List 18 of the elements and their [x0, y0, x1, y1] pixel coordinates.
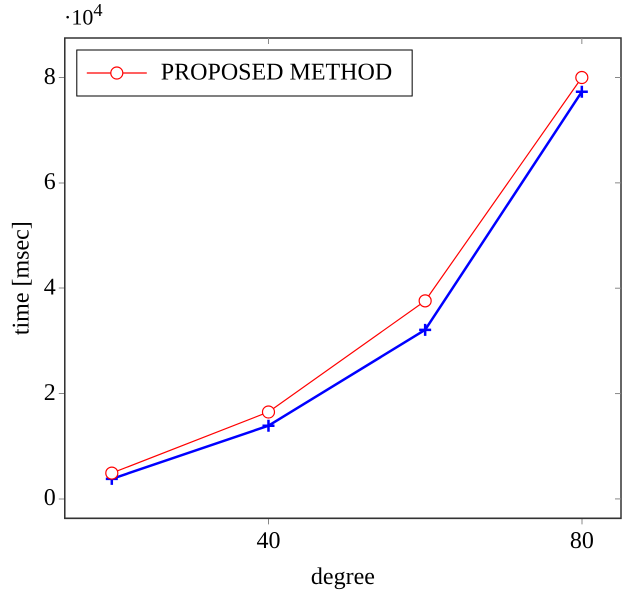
y-tick-label: 6	[44, 169, 56, 196]
point	[418, 294, 432, 308]
point	[262, 405, 276, 419]
x-tick-label: 40	[256, 528, 280, 554]
point	[261, 418, 276, 433]
legend-label: PROPOSED METHOD	[160, 59, 392, 86]
point	[574, 84, 590, 99]
y-tick-label: 0	[44, 485, 56, 512]
y-tick-label: 2	[44, 380, 56, 406]
y-tick-label: 8	[44, 64, 56, 90]
y-axis-title: time [msec]	[8, 221, 35, 336]
point	[105, 466, 118, 480]
x-axis-title: degree	[310, 564, 375, 590]
point	[418, 322, 432, 338]
text: ·10$^{4}$	[64, 0, 102, 30]
x-tick-label: 80	[570, 528, 594, 554]
y-tick-label: 4	[44, 274, 56, 301]
point	[575, 70, 588, 84]
